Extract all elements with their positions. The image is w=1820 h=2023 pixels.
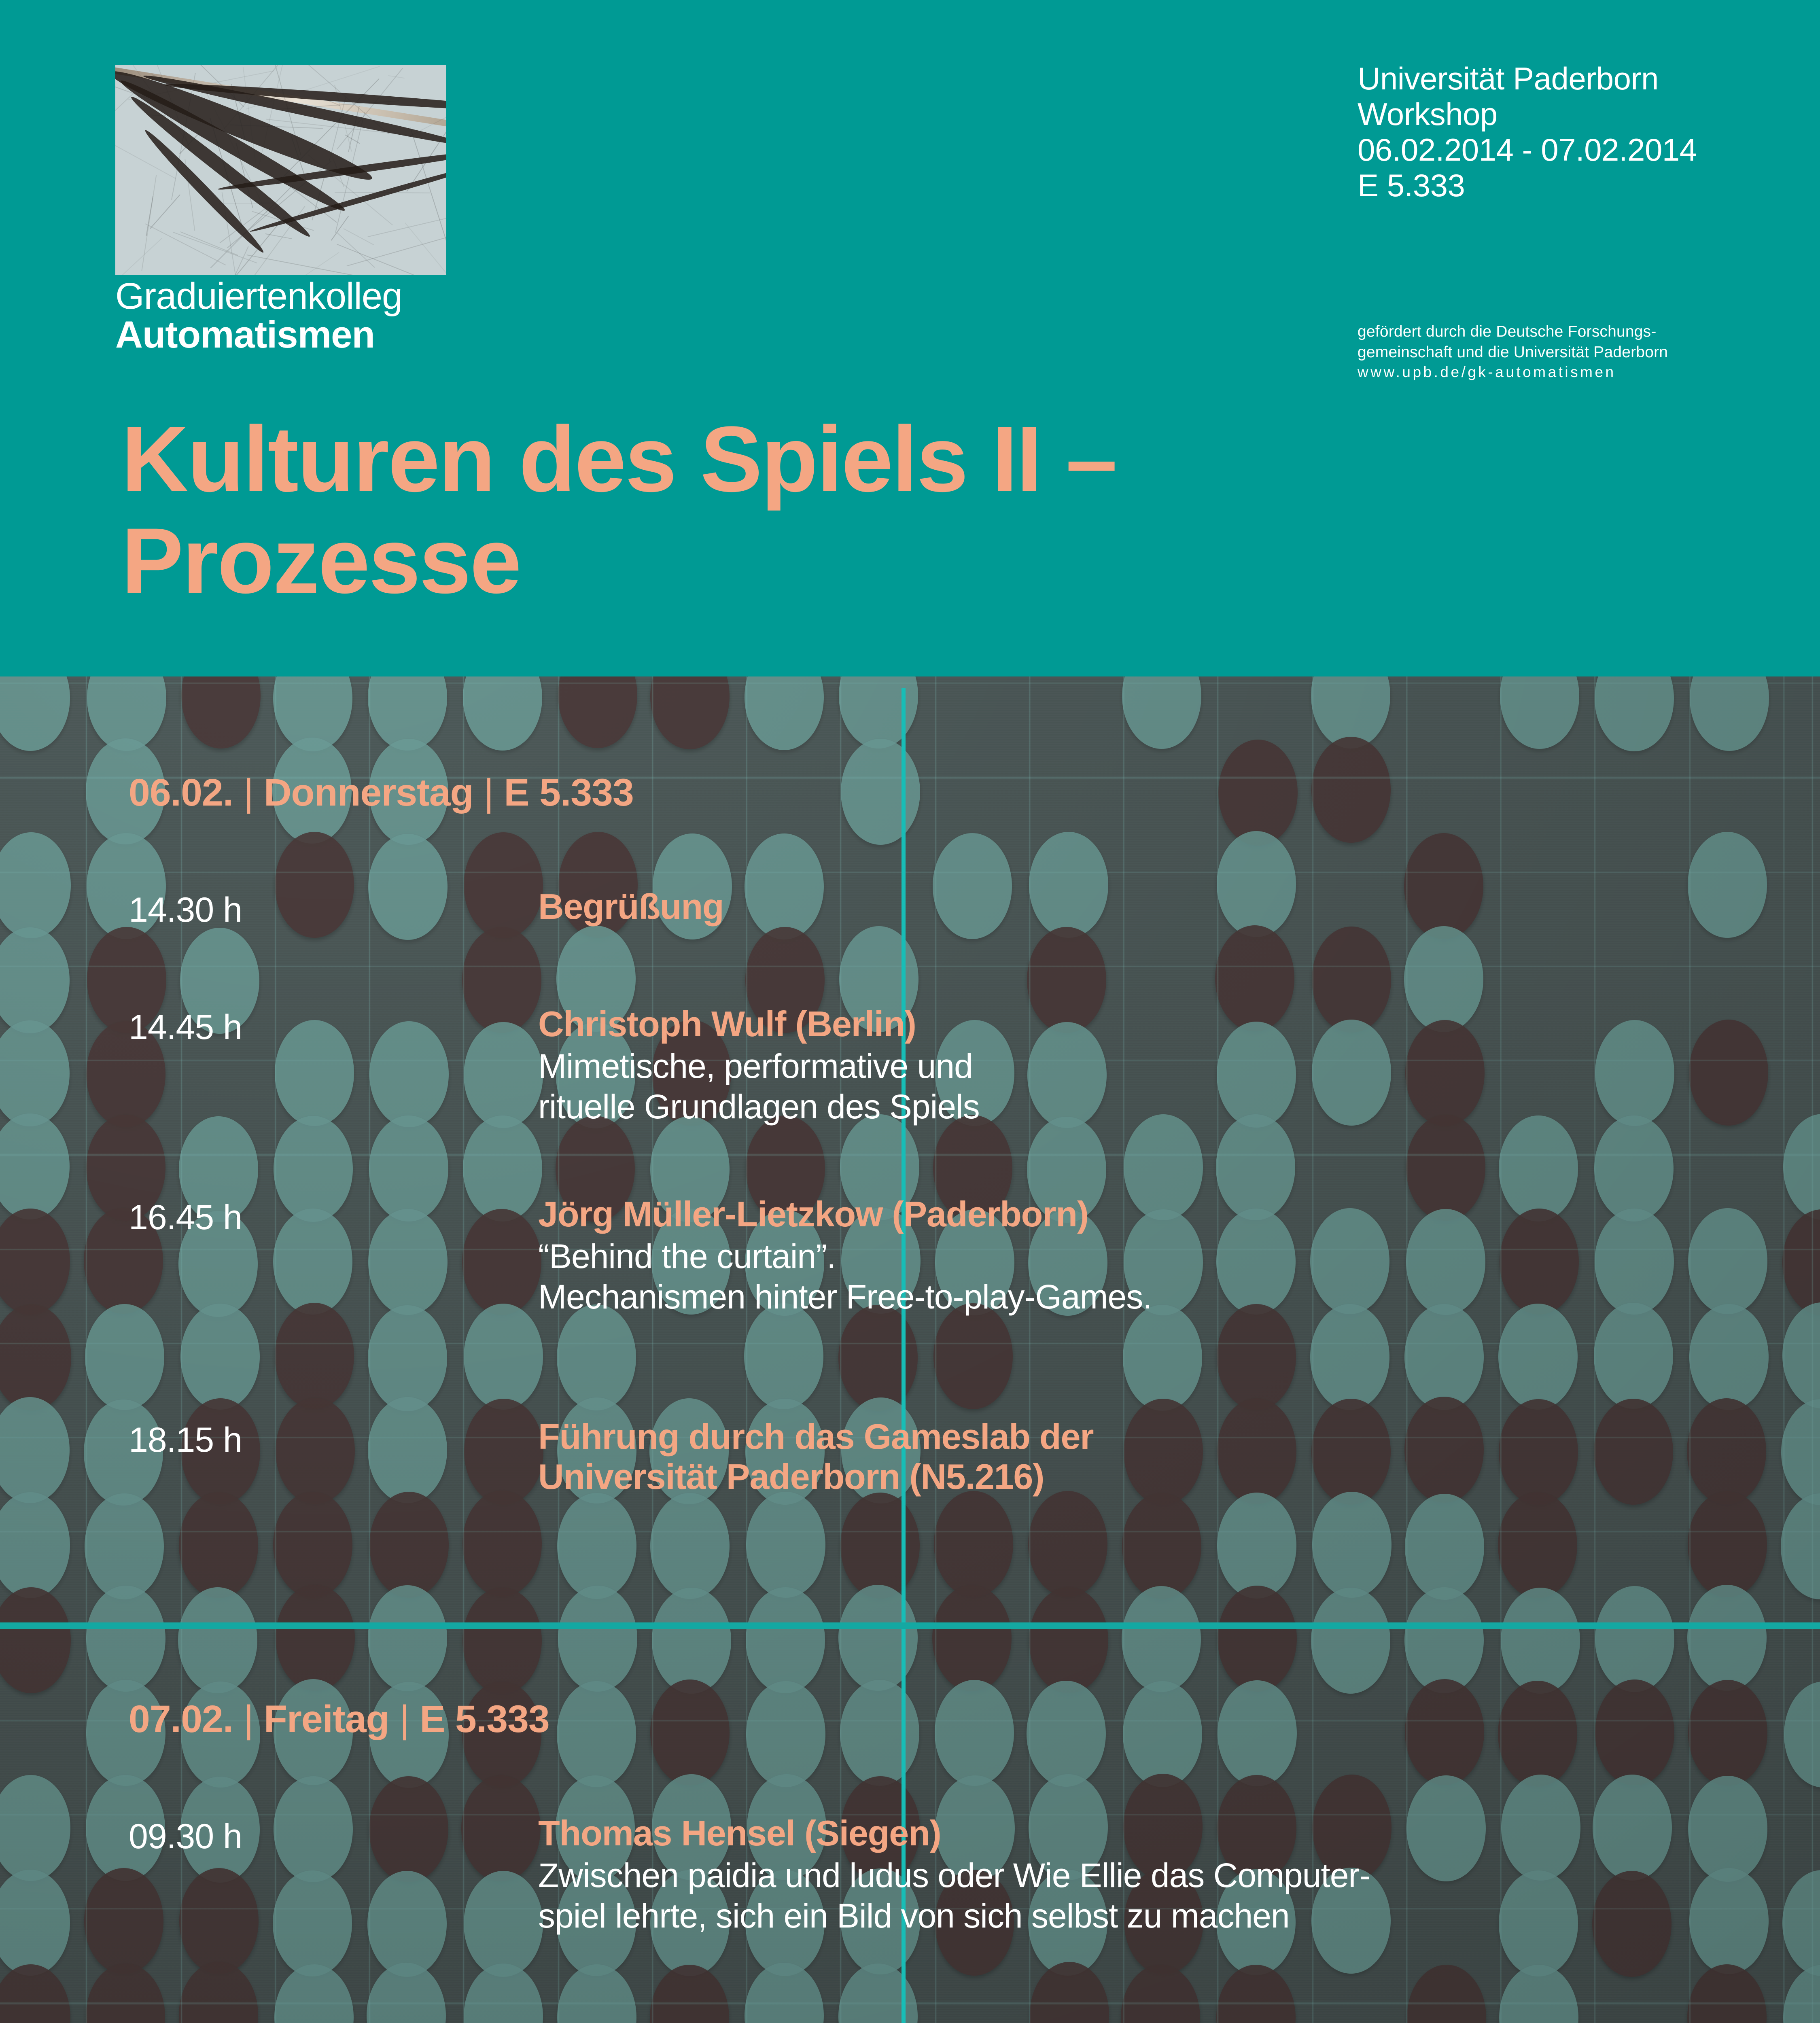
entry-description: “Behind the curtain”. Mechanismen hinter …	[538, 1236, 1772, 1318]
day-weekday: Freitag	[264, 1698, 389, 1741]
day-weekday: Donnerstag	[264, 771, 473, 814]
entry-speaker: Begrüßung	[538, 887, 1772, 927]
day-separator-2: |	[473, 771, 504, 815]
entry-time: 14.45 h	[129, 1007, 242, 1048]
schedule-entry: Begrüßung	[538, 887, 1772, 927]
day-room: E 5.333	[420, 1698, 549, 1741]
header-info-type: Workshop	[1358, 96, 1782, 132]
entry-speaker: Führung durch das Gameslab der Universitä…	[538, 1417, 1772, 1497]
entry-time: 09.30 h	[129, 1817, 242, 1857]
logo-line-1: Graduiertenkolleg	[115, 278, 402, 315]
entry-description: Zwischen paidia und ludus oder Wie Ellie…	[538, 1855, 1772, 1937]
day-header-1: 06.02. | Donnerstag | E 5.333	[129, 771, 634, 815]
header-info-room: E 5.333	[1358, 168, 1782, 203]
entry-speaker: Jörg Müller-Lietzkow (Paderborn)	[538, 1194, 1772, 1234]
day-header-2: 07.02. | Freitag | E 5.333	[129, 1697, 549, 1741]
funding-line-2: gemeinschaft und die Universität Paderbo…	[1358, 342, 1770, 363]
entry-time: 18.15 h	[129, 1420, 242, 1460]
poster-title-line-1: Kulturen des Spiels II –	[121, 407, 1116, 511]
day-date: 07.02.	[129, 1698, 233, 1741]
header-info-block: Universität Paderborn Workshop 06.02.201…	[1358, 61, 1782, 204]
day-date: 06.02.	[129, 771, 233, 814]
entry-time: 14.30 h	[129, 890, 242, 930]
poster-title: Kulturen des Spiels II – Prozesse	[121, 409, 1578, 611]
day-room: E 5.333	[504, 771, 634, 814]
header-funding-block: gefördert durch die Deutsche Forschungs-…	[1358, 322, 1770, 382]
logo-line-2: Automatismen	[115, 316, 375, 354]
schedule-entry: Führung durch das Gameslab der Universitä…	[538, 1417, 1772, 1497]
funding-line-1: gefördert durch die Deutsche Forschungs-	[1358, 322, 1770, 342]
entry-time: 16.45 h	[129, 1198, 242, 1238]
day-separator-2: |	[389, 1697, 420, 1741]
logo-photo-image	[115, 65, 446, 275]
day-divider-rule	[0, 1622, 1820, 1629]
entry-speaker: Christoph Wulf (Berlin)	[538, 1004, 1772, 1044]
schedule-entry: Jörg Müller-Lietzkow (Paderborn) “Behind …	[538, 1194, 1772, 1317]
schedule-entry: Christoph Wulf (Berlin) Mimetische, perfo…	[538, 1004, 1772, 1127]
entry-speaker: Thomas Hensel (Siegen)	[538, 1813, 1772, 1853]
header-info-university: Universität Paderborn	[1358, 61, 1782, 96]
website-url[interactable]: www.upb.de/gk-automatismen	[1358, 363, 1770, 382]
entry-description: Mimetische, performative und rituelle Gru…	[538, 1046, 1772, 1128]
day-separator-1: |	[233, 1697, 264, 1741]
header-info-dates: 06.02.2014 - 07.02.2014	[1358, 132, 1782, 168]
poster-title-line-2: Prozesse	[121, 510, 1578, 612]
day-separator-1: |	[233, 771, 264, 815]
poster: Graduiertenkolleg Automatismen Universit…	[0, 0, 1820, 2023]
schedule-entry: Thomas Hensel (Siegen) Zwischen paidia un…	[538, 1813, 1772, 1936]
